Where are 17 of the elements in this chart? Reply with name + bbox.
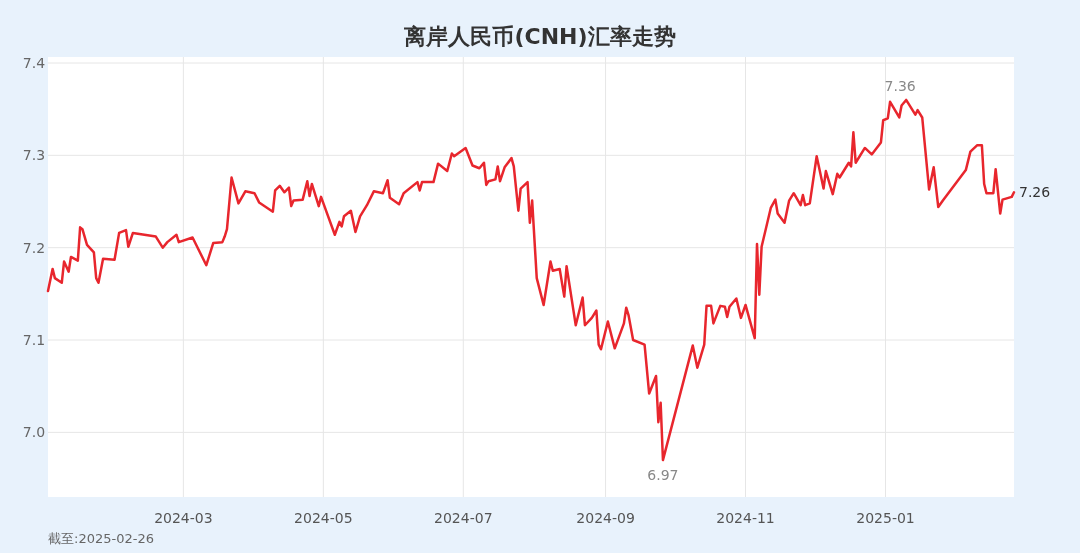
annotation: 7.36 — [884, 77, 916, 94]
annotation: 6.97 — [647, 467, 679, 484]
line-series — [46, 98, 1016, 462]
y-tick-label: 7.2 — [22, 239, 46, 256]
x-tick-label: 2024-03 — [154, 510, 213, 526]
x-tick-label: 2025-01 — [856, 510, 915, 526]
x-tick-label: 2024-05 — [294, 510, 353, 526]
y-tick-label: 7.1 — [22, 332, 46, 349]
y-tick-label: 7.4 — [22, 55, 46, 71]
annotation: 7.26 — [1019, 184, 1051, 201]
y-tick-label: 7.3 — [22, 147, 46, 164]
x-tick-label: 2024-09 — [576, 510, 635, 526]
chart-title: 离岸人民币(CNH)汇率走势 — [403, 24, 676, 49]
text: 截至:2025-02-26 — [48, 531, 154, 546]
x-tick-label: 2024-11 — [716, 510, 775, 526]
y-tick-label: 7.0 — [22, 424, 46, 441]
x-tick-label: 2024-07 — [434, 510, 493, 526]
